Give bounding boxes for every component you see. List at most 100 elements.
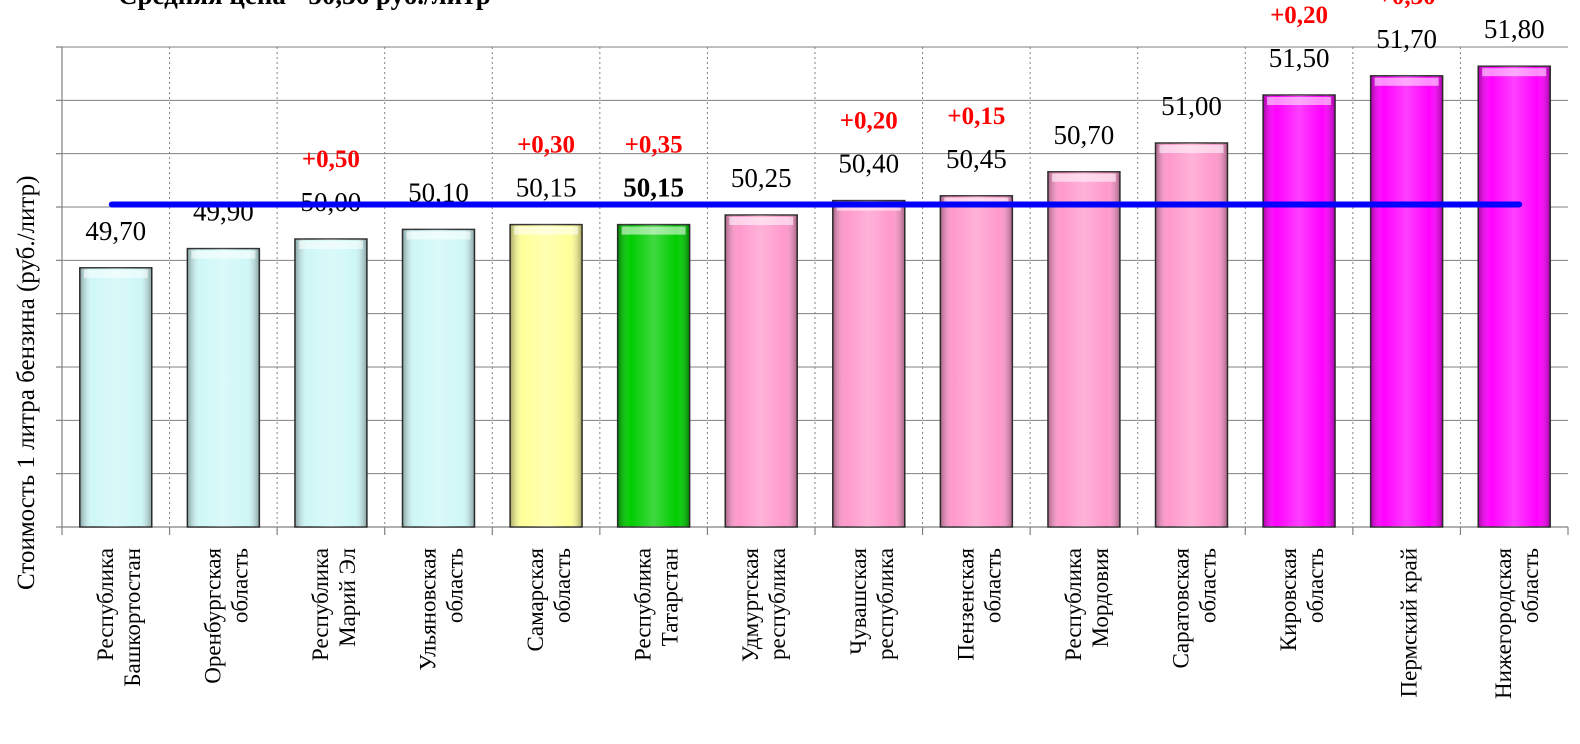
bar xyxy=(1369,75,1444,528)
category-line: Чувашская xyxy=(846,548,871,655)
bar-cap xyxy=(191,250,256,259)
category-line: республика xyxy=(873,548,898,660)
bar-cap xyxy=(1159,145,1224,153)
category-label: РеспубликаМордовия xyxy=(1061,548,1113,661)
bar-shade xyxy=(1047,171,1120,528)
bar-shade xyxy=(617,224,690,527)
category-line: Пензенская xyxy=(953,548,978,661)
category-line: Саратовская xyxy=(1169,548,1194,669)
bar-shade xyxy=(1370,75,1443,528)
category-line: область xyxy=(550,548,575,623)
bar xyxy=(79,267,153,528)
change-label: +0,15 xyxy=(947,103,1005,130)
category-label: Оренбургскаяобласть xyxy=(200,548,252,684)
bar xyxy=(1154,142,1229,528)
category-label: Саратовскаяобласть xyxy=(1169,548,1221,669)
category-labels: РеспубликаБашкортостан Оренбургскаяобласт… xyxy=(93,548,1543,699)
category-line: область xyxy=(443,548,468,623)
category-line: Марий Эл xyxy=(335,548,360,647)
category-line: Республика xyxy=(93,548,118,661)
bars xyxy=(79,65,1551,528)
bar-shade xyxy=(79,267,152,527)
category-line: Пермский край xyxy=(1397,548,1422,697)
bar-cap xyxy=(729,217,794,225)
category-line: Нижегородская xyxy=(1491,548,1516,699)
bar-cap xyxy=(1482,68,1547,77)
category-label: Кировскаяобласть xyxy=(1276,548,1328,652)
bar xyxy=(832,199,906,528)
bar xyxy=(1047,171,1121,528)
change-label: +0,50 xyxy=(302,146,360,173)
category-label: Пермский край xyxy=(1397,548,1422,697)
bar-shade xyxy=(294,239,367,527)
category-line: Ульяновская xyxy=(416,548,441,671)
data-labels: 49,7049,9050,00+0,5050,1050,15+0,3050,15… xyxy=(85,0,1544,246)
category-line: Татарстан xyxy=(658,548,683,646)
change-label: +0,30 xyxy=(517,132,575,159)
bar-shade xyxy=(725,215,798,527)
bar-cap xyxy=(1374,77,1439,86)
change-label: +0,35 xyxy=(625,132,683,159)
bar-shade xyxy=(402,229,475,527)
bar xyxy=(939,195,1014,528)
bar-shade xyxy=(832,200,905,527)
category-line: область xyxy=(227,548,252,623)
category-label: Нижегородскаяобласть xyxy=(1491,548,1543,699)
change-label: +0,20 xyxy=(1270,2,1328,29)
category-label: Ульяновскаяобласть xyxy=(416,548,468,671)
bar-cap xyxy=(514,226,579,235)
category-label: Самарскаяобласть xyxy=(523,548,575,652)
category-line: Республика xyxy=(631,548,656,661)
bar-shade xyxy=(510,224,583,527)
category-label: РеспубликаТатарстан xyxy=(631,548,683,661)
bar xyxy=(294,238,368,528)
category-label: Удмуртскаяреспублика xyxy=(738,548,790,663)
bar xyxy=(401,228,476,528)
category-line: область xyxy=(1303,548,1328,623)
bar-cap xyxy=(83,269,148,278)
category-line: область xyxy=(1518,548,1543,623)
value-label: 49,70 xyxy=(85,216,146,246)
category-line: Республика xyxy=(308,548,333,661)
bar-cap xyxy=(406,231,471,240)
value-label: 51,00 xyxy=(1161,91,1222,121)
category-line: Самарская xyxy=(523,548,548,652)
value-label: 50,25 xyxy=(731,163,792,193)
category-line: Кировская xyxy=(1276,548,1301,652)
value-label: 50,15 xyxy=(516,173,577,203)
bar-cap xyxy=(1051,173,1116,182)
value-label: 49,90 xyxy=(193,197,254,227)
chart-title: Средняя цена - 50,36 руб./литр xyxy=(118,0,491,10)
category-label: Пензенскаяобласть xyxy=(953,548,1005,661)
bar-shade xyxy=(187,248,260,527)
category-label: Чувашскаяреспублика xyxy=(846,548,898,660)
bar-shade xyxy=(1155,143,1228,527)
category-line: область xyxy=(1196,548,1221,623)
bar xyxy=(616,223,691,528)
category-line: Башкортостан xyxy=(120,548,145,687)
value-label: 50,70 xyxy=(1054,120,1115,150)
bar xyxy=(1477,65,1551,528)
change-label: +0,20 xyxy=(840,108,898,135)
value-label: 50,45 xyxy=(946,144,1007,174)
category-line: республика xyxy=(765,548,790,660)
category-line: Оренбургская xyxy=(200,548,225,684)
category-label: РеспубликаБашкортостан xyxy=(93,548,145,687)
category-line: область xyxy=(980,548,1005,623)
bar xyxy=(509,223,583,528)
bar-shade xyxy=(940,195,1013,528)
bar-cap xyxy=(298,241,363,249)
value-label: 50,40 xyxy=(838,149,899,179)
value-label: 51,70 xyxy=(1376,24,1437,54)
category-line: Мордовия xyxy=(1088,548,1113,648)
bar-shade xyxy=(1263,95,1336,527)
y-axis-label: Стоимость 1 литра бензина (руб./литр) xyxy=(13,176,40,590)
bar xyxy=(1262,94,1336,528)
bar xyxy=(186,247,261,528)
value-label: 50,15 xyxy=(623,173,684,203)
bar-cap xyxy=(1267,97,1332,105)
category-line: Удмуртская xyxy=(738,548,763,663)
value-label: 51,50 xyxy=(1269,43,1330,73)
bar xyxy=(724,214,798,528)
